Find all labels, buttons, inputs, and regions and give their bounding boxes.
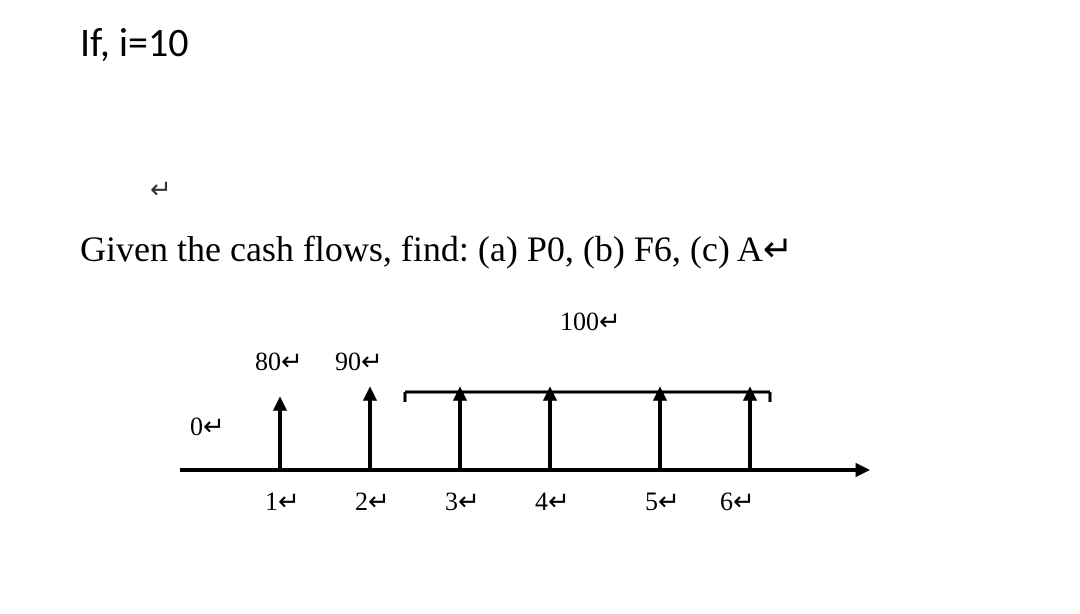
heading-interest-rate: If, i=10 [80,18,189,67]
page-root: If, i=10 ↵ Given the cash flows, find: (… [0,0,1080,614]
svg-text:5↵: 5↵ [645,487,680,516]
svg-text:3↵: 3↵ [445,487,480,516]
paragraph-mark: ↵ [150,175,172,205]
svg-text:2↵: 2↵ [355,487,390,516]
svg-text:6↵: 6↵ [720,487,755,516]
svg-text:80↵: 80↵ [255,347,303,376]
svg-text:0↵: 0↵ [190,412,225,441]
svg-text:90↵: 90↵ [335,347,383,376]
prompt-line: Given the cash flows, find: (a) P0, (b) … [80,228,793,270]
svg-text:4↵: 4↵ [535,487,570,516]
svg-text:1↵: 1↵ [265,487,300,516]
cash-flow-diagram: 0↵ 80↵ 90↵ 100↵ 1↵ 2↵ 3↵ 4↵ 5↵ 6↵ [80,300,980,580]
svg-text:100↵: 100↵ [560,307,621,336]
